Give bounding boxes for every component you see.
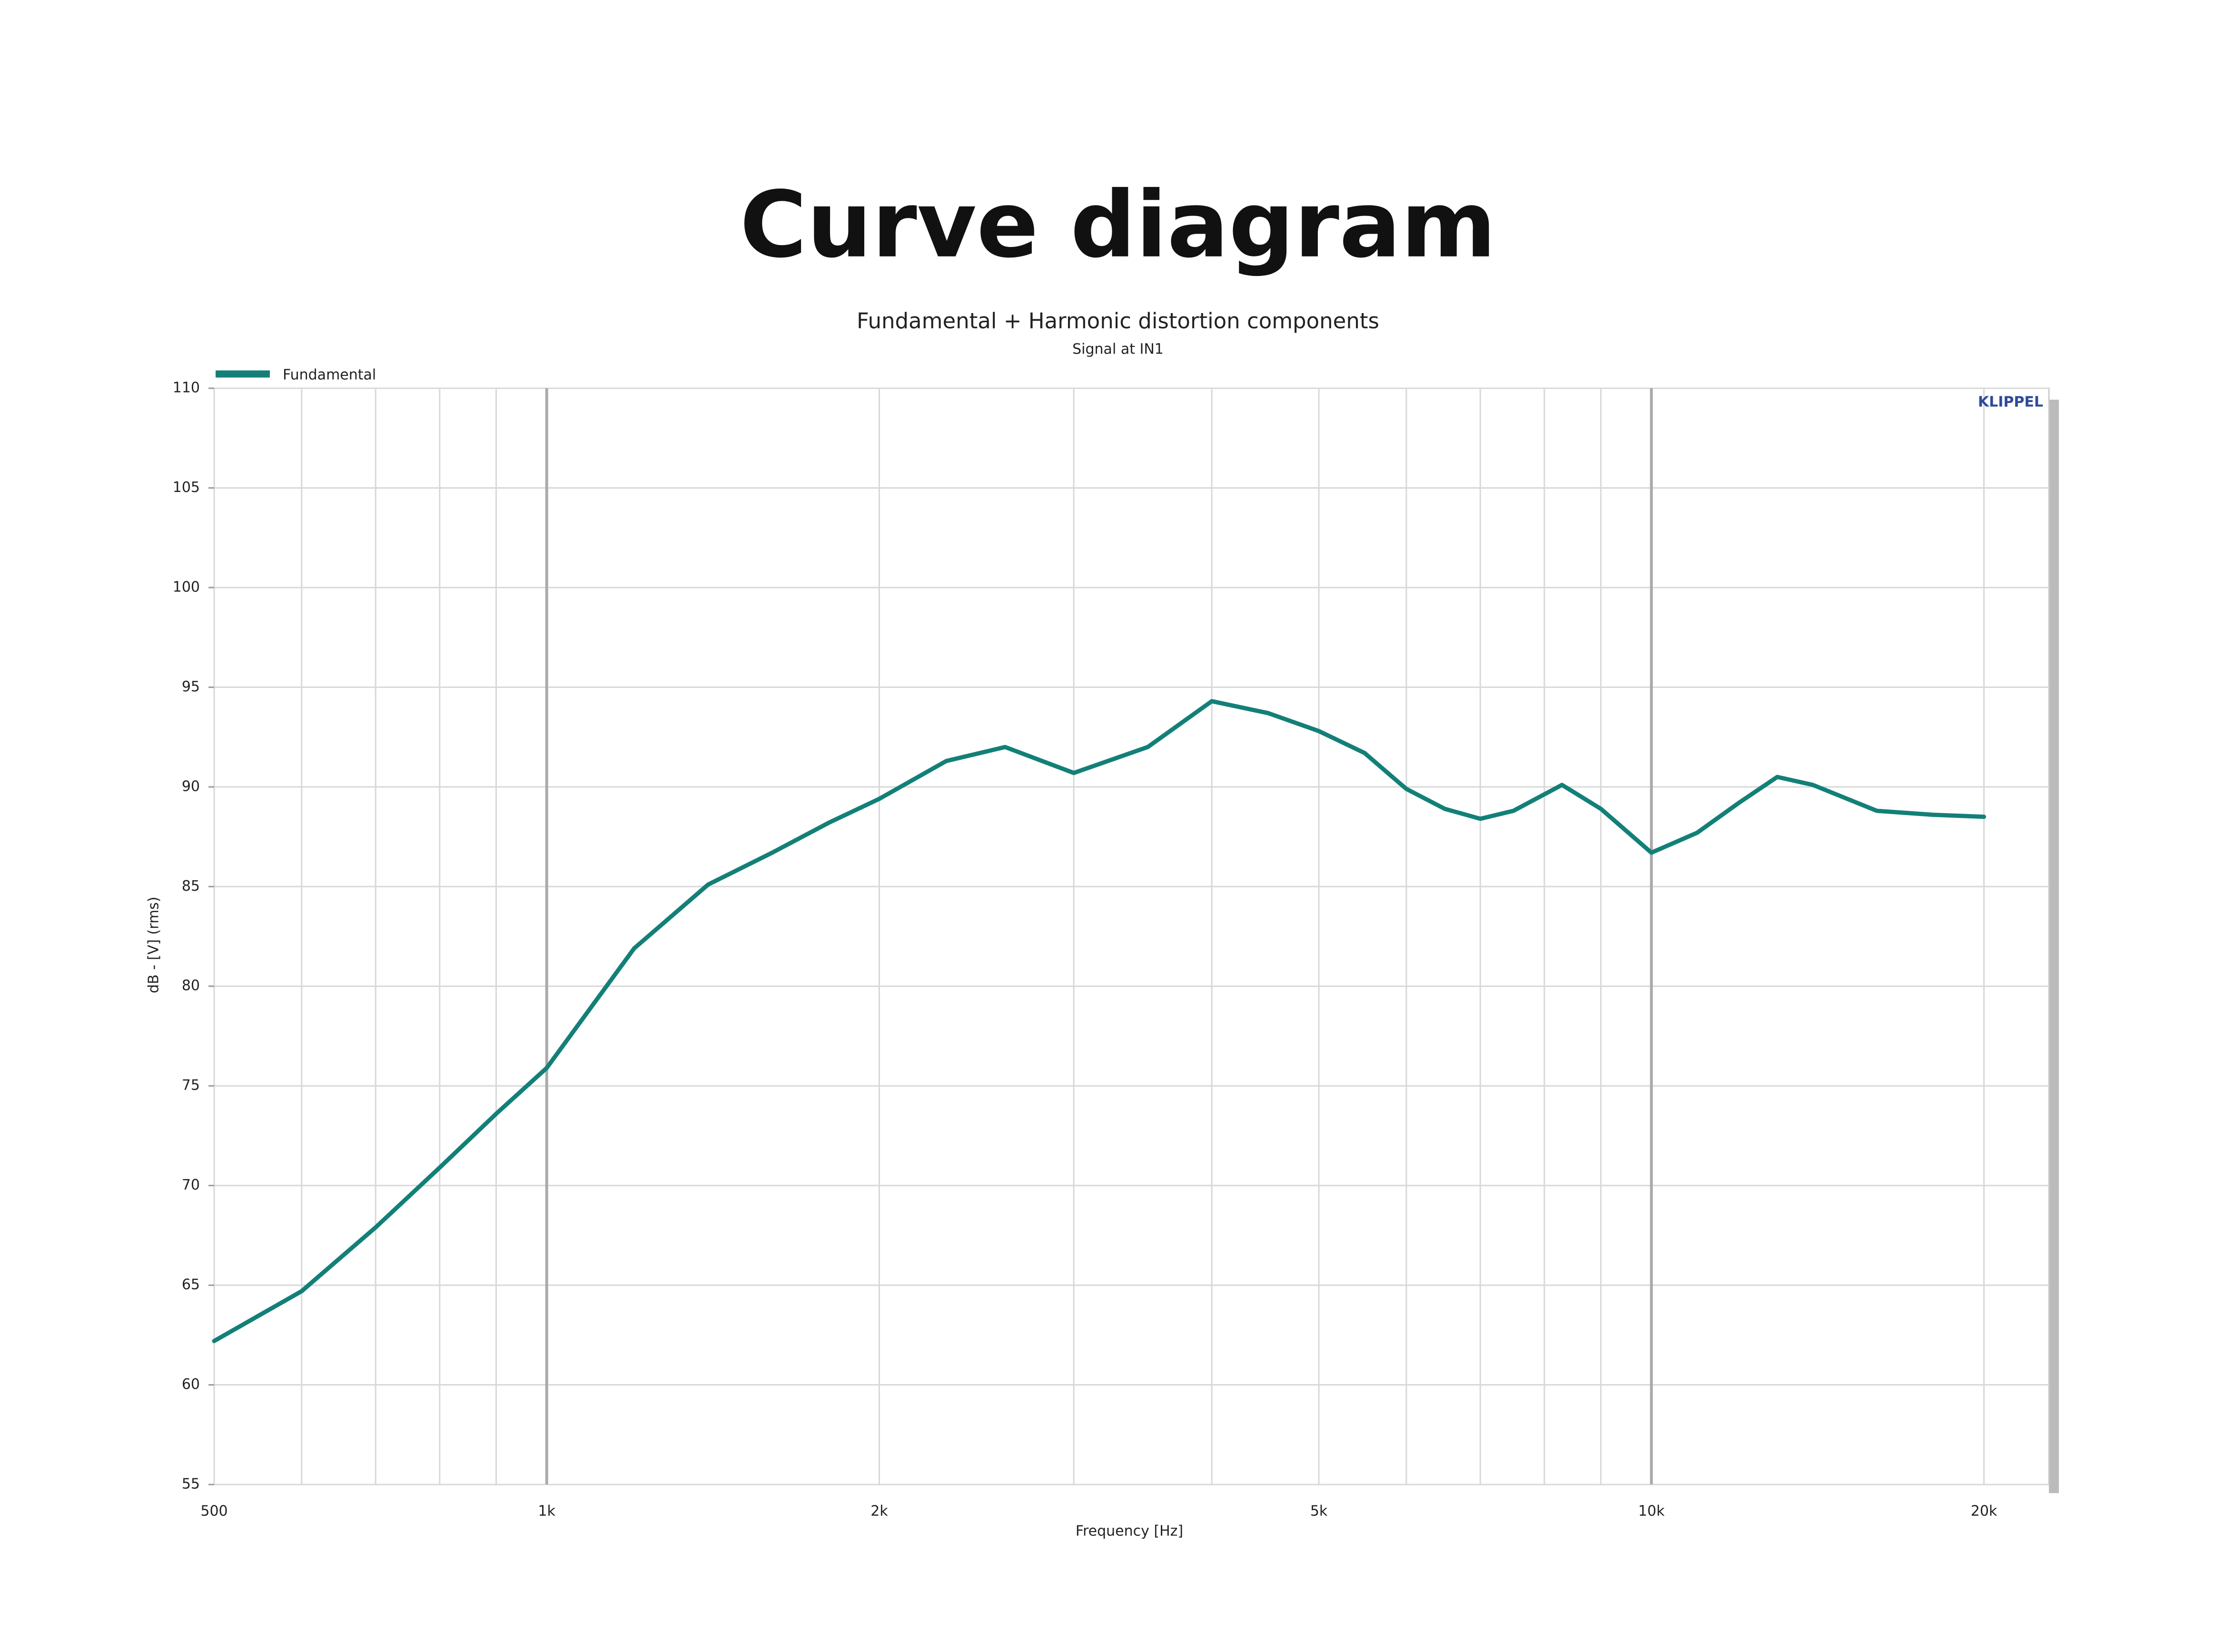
y-tick-label: 110 (173, 380, 200, 396)
x-tick-label: 10k (1638, 1503, 1665, 1520)
data-line (212, 699, 1987, 1343)
frame-shadow (2049, 400, 2059, 1494)
x-tick-label: 500 (200, 1503, 227, 1520)
chart-title: Fundamental + Harmonic distortion compon… (857, 308, 1379, 334)
y-tick-label: 80 (182, 977, 200, 994)
x-tick-label: 2k (870, 1503, 888, 1520)
y-tick-label: 60 (182, 1376, 200, 1393)
y-tick-label: 90 (182, 778, 200, 795)
y-tick-label: 70 (182, 1177, 200, 1193)
y-tick-label: 55 (182, 1476, 200, 1493)
y-tick-label: 75 (182, 1077, 200, 1094)
plot-area (213, 387, 2050, 1485)
watermark: KLIPPEL (1978, 394, 2043, 411)
x-tick-label: 20k (1971, 1503, 1997, 1520)
x-tick-label: 5k (1310, 1503, 1328, 1520)
y-tick-label: 105 (173, 479, 200, 496)
y-tick-label: 100 (173, 579, 200, 595)
chart-subtitle: Signal at IN1 (1072, 341, 1164, 358)
y-tick-label: 85 (182, 878, 200, 895)
y-tick-label: 95 (182, 678, 200, 695)
x-axis-label: Frequency [Hz] (1076, 1523, 1183, 1540)
y-axis-label: dB - [V] (rms) (146, 896, 162, 993)
page-heading: Curve diagram (740, 172, 1496, 278)
legend-label: Fundamental (283, 367, 376, 384)
x-tick-label: 1k (538, 1503, 555, 1520)
y-tick-label: 65 (182, 1277, 200, 1293)
